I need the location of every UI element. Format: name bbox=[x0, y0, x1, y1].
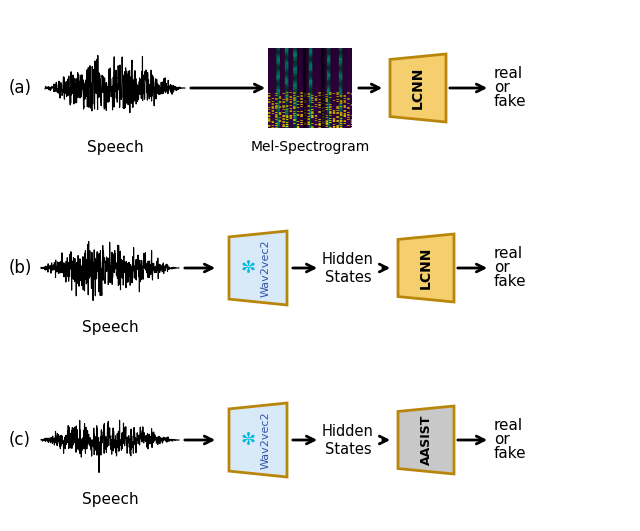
Text: fake: fake bbox=[494, 447, 527, 461]
Polygon shape bbox=[229, 403, 287, 477]
Text: or: or bbox=[494, 433, 509, 448]
Polygon shape bbox=[229, 231, 287, 305]
Text: Wav2vec2: Wav2vec2 bbox=[261, 411, 271, 469]
Text: fake: fake bbox=[494, 275, 527, 289]
Polygon shape bbox=[390, 54, 446, 122]
Text: Mel-Spectrogram: Mel-Spectrogram bbox=[250, 140, 370, 154]
Text: real: real bbox=[494, 246, 523, 261]
Text: LCNN: LCNN bbox=[411, 67, 425, 109]
Text: Hidden: Hidden bbox=[322, 252, 374, 267]
Text: ✼: ✼ bbox=[241, 431, 255, 449]
Text: ✼: ✼ bbox=[241, 259, 255, 277]
Text: (a): (a) bbox=[8, 79, 31, 97]
Polygon shape bbox=[398, 406, 454, 474]
Text: Speech: Speech bbox=[82, 320, 138, 335]
Text: real: real bbox=[494, 66, 523, 81]
Text: (b): (b) bbox=[8, 259, 32, 277]
Text: States: States bbox=[324, 441, 371, 457]
Text: Wav2vec2: Wav2vec2 bbox=[261, 239, 271, 297]
Text: Hidden: Hidden bbox=[322, 424, 374, 439]
Text: States: States bbox=[324, 270, 371, 285]
Text: real: real bbox=[494, 418, 523, 433]
Text: or: or bbox=[494, 81, 509, 96]
Text: AASIST: AASIST bbox=[419, 415, 433, 465]
Text: Speech: Speech bbox=[86, 140, 143, 155]
Text: LCNN: LCNN bbox=[419, 247, 433, 289]
Text: fake: fake bbox=[494, 95, 527, 109]
Text: or: or bbox=[494, 261, 509, 276]
Polygon shape bbox=[398, 234, 454, 302]
Text: (c): (c) bbox=[9, 431, 31, 449]
Text: Speech: Speech bbox=[82, 492, 138, 507]
